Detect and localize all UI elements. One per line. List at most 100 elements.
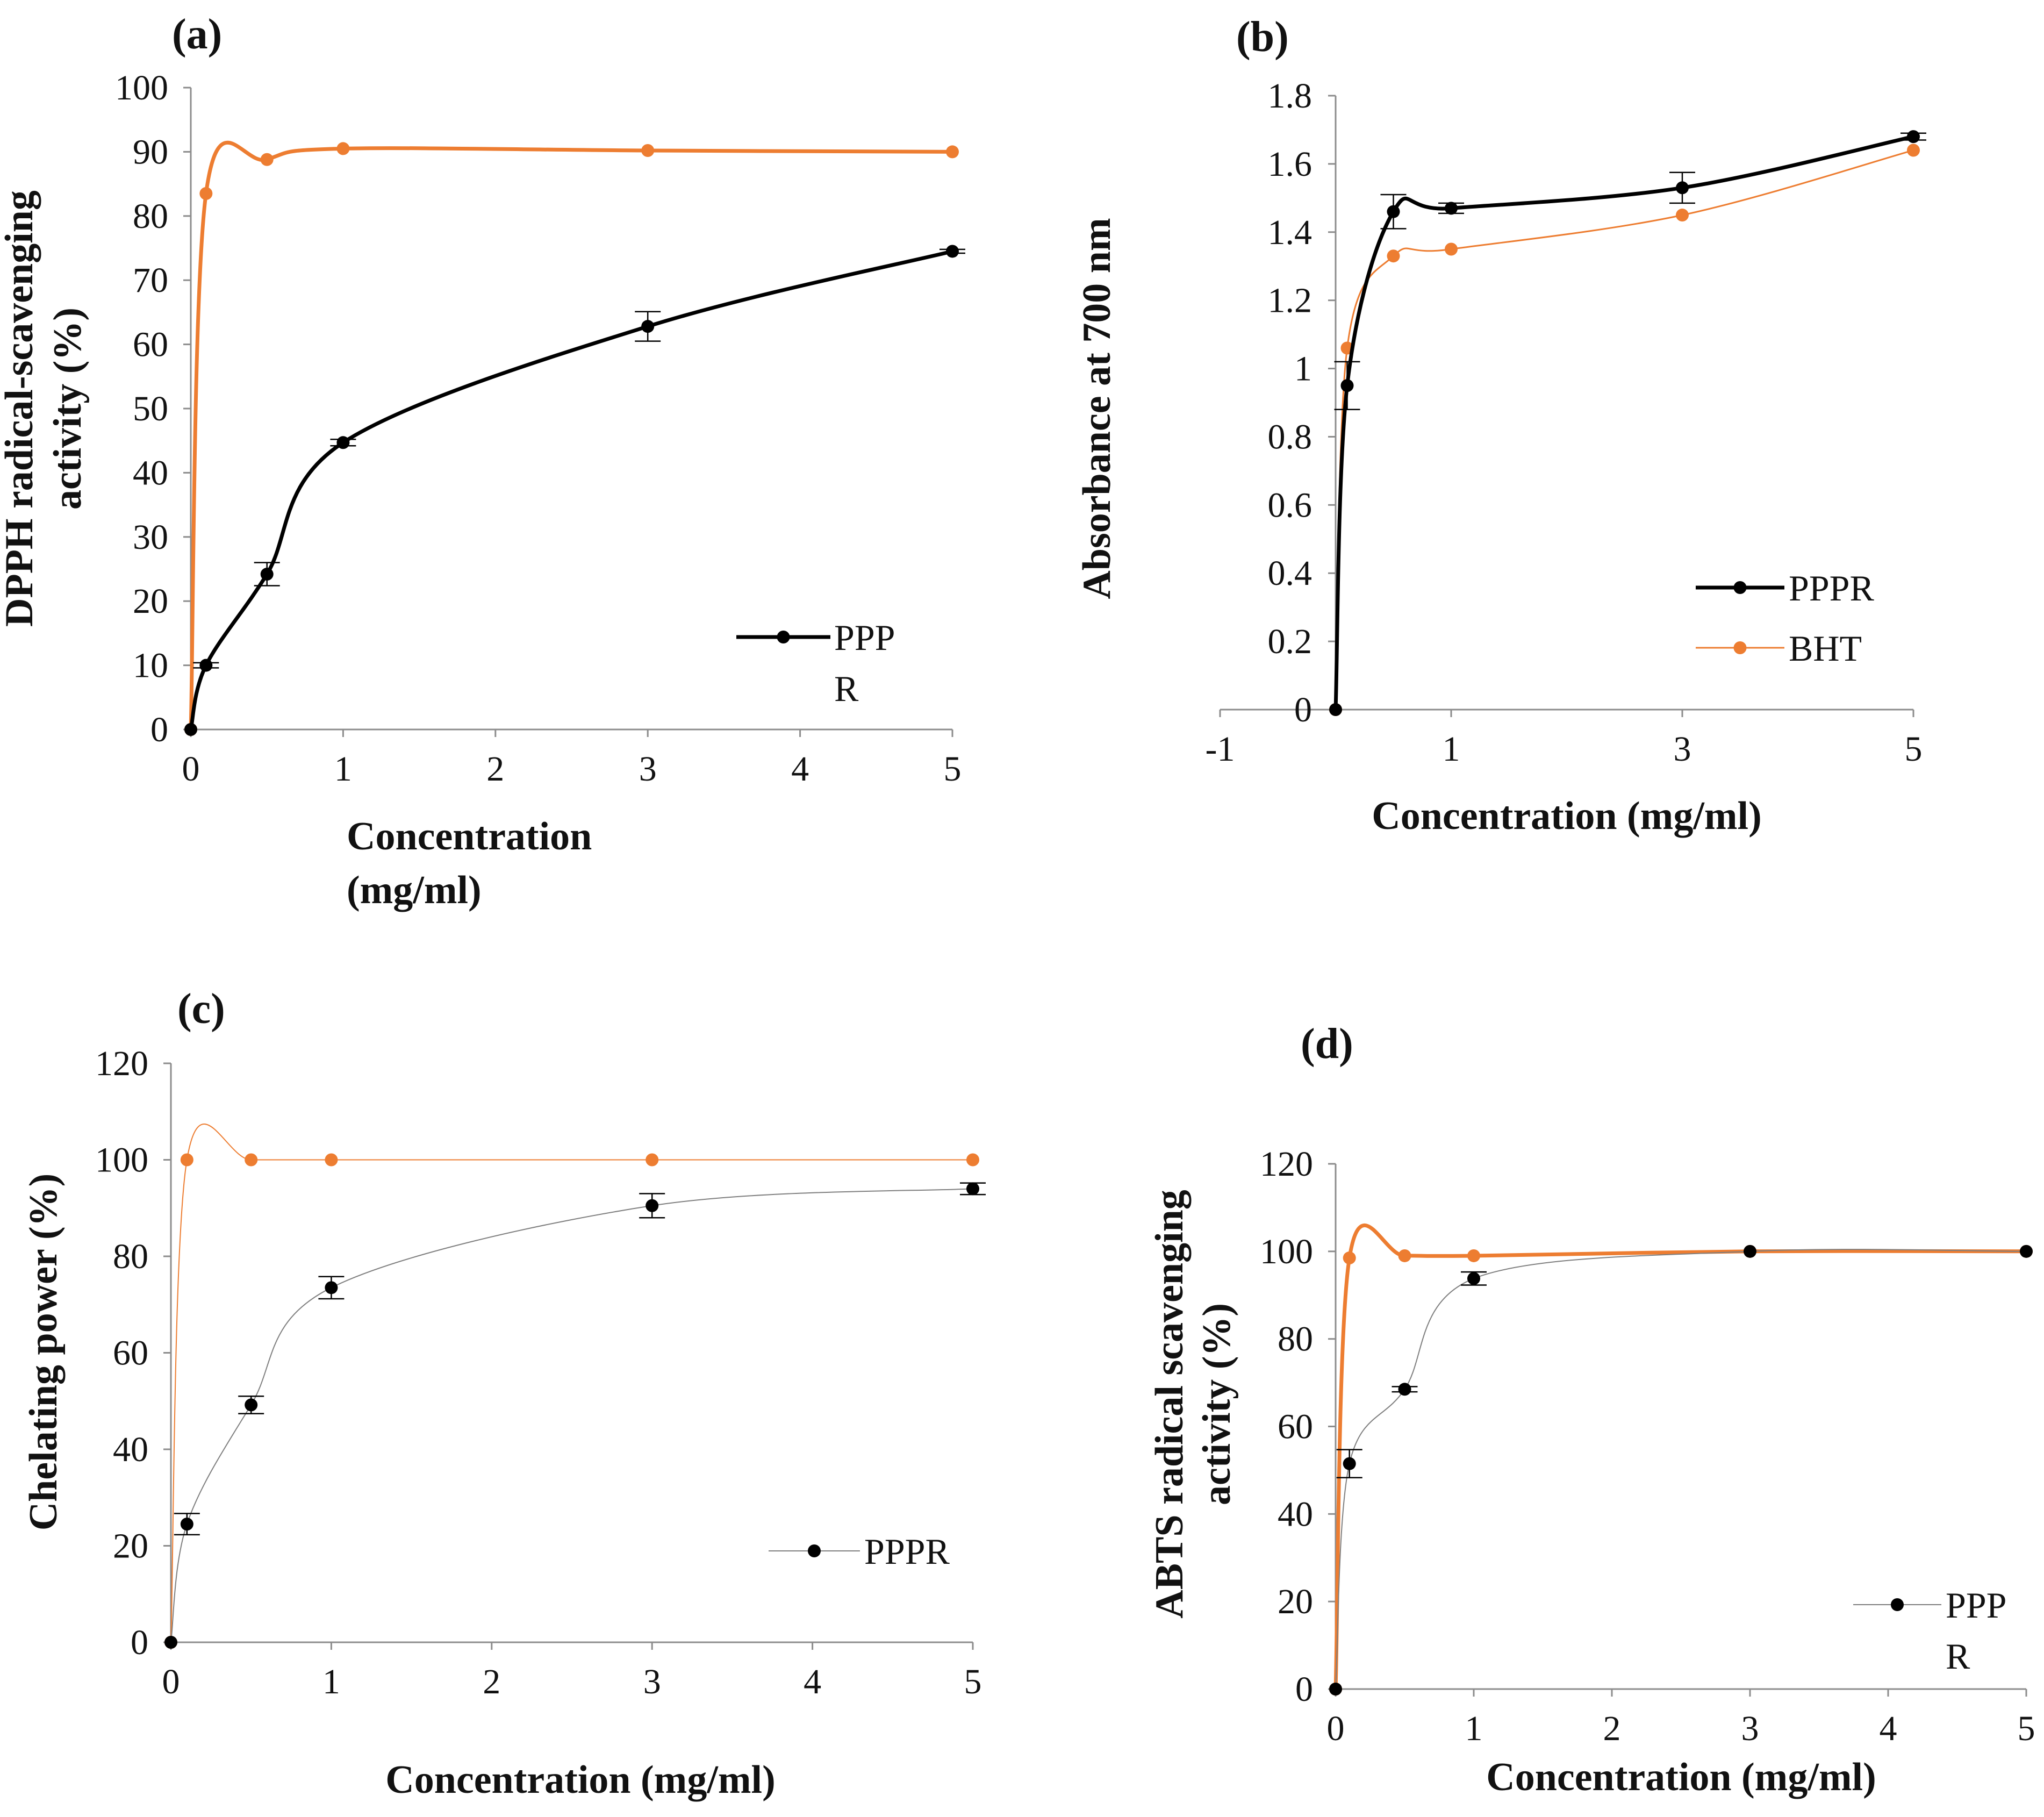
x-tick-label: 3 [1741,1709,1759,1748]
x-tick-label: 0 [1327,1709,1345,1748]
x-tick-label: 3 [643,1662,661,1701]
x-tick-label: 4 [791,749,809,789]
y-tick-label: 70 [133,261,168,300]
y-tick-label: 80 [1278,1320,1313,1359]
data-point-reference [260,153,274,166]
y-tick-label: 80 [113,1237,148,1276]
legend-label: R [1946,1636,1970,1677]
panel-label-a: (a) [172,11,222,58]
data-point-pppr [641,320,655,333]
data-point-pppr [1340,379,1354,392]
legend-marker-pppr [1891,1598,1904,1611]
data-point-pppr [184,723,197,736]
x-axis-title: Concentration (mg/ml) [385,1758,775,1802]
data-point-pppr [1907,130,1920,144]
y-tick-label: 0 [1295,1670,1313,1709]
series-line-pppr [1335,1249,2027,1690]
y-tick-label: 40 [113,1430,148,1469]
data-point-pppr [1329,1683,1342,1696]
x-tick-label: -1 [1206,729,1235,769]
data-point-pppr [946,245,959,258]
y-tick-label: 10 [133,646,168,685]
y-tick-label: 1.8 [1268,76,1313,116]
y-tick-label: 120 [95,1044,148,1083]
series-pppr [164,1182,986,1649]
panel-label-b: (b) [1236,13,1289,61]
data-point-pppr [1398,1383,1411,1396]
y-tick-label: 0.4 [1268,554,1313,593]
x-tick-label: 5 [944,749,962,789]
legend-marker-pppr [777,631,790,643]
series-line-bht [1335,149,1914,710]
data-point-pppr [1744,1244,1756,1258]
chart-d: (d) 0 20 40 60 80 100 120 0 1 2 3 4 5 Concentration (m… [1147,1020,2035,1799]
x-tick-label: 1 [334,749,352,789]
data-point-reference [180,1153,193,1167]
data-point-pppr [1343,1457,1356,1470]
series-line-reference [170,1124,973,1643]
series-pppr [1329,1244,2033,1696]
legend-label: PPP [834,617,895,658]
series-line-reference [1333,1223,2027,1690]
chart-a: (a) 0 10 20 30 40 50 60 70 80 90 100 0 1 2 3 4 5 Concentra… [0,11,965,912]
x-tick-label: 3 [1674,729,1691,769]
x-tick-label: 1 [1443,729,1460,769]
x-axis-title: Concentration (mg/ml) [1372,794,1761,838]
data-point-reference [245,1153,258,1167]
x-tick-label: 4 [1880,1709,1897,1748]
y-tick-label: 1 [1294,349,1312,389]
series-pppr [184,245,965,736]
y-tick-label: 60 [113,1334,148,1373]
y-tick-label: 1.4 [1268,213,1313,252]
data-point-reference [641,144,655,158]
y-tick-label: 60 [1278,1407,1313,1447]
legend-marker-bht [1733,641,1747,654]
y-tick-label: 20 [113,1527,148,1566]
y-tick-label: 80 [133,197,168,236]
legend-label: PPPR [864,1531,950,1572]
y-tick-label: 0.2 [1268,622,1313,661]
legend-label: R [834,668,859,709]
x-tick-label: 2 [1603,1709,1621,1748]
y-axis-title: ABTS radical scavenging [1147,1190,1192,1619]
x-tick-label: 5 [2018,1709,2035,1748]
y-tick-label: 1.2 [1268,281,1313,320]
series-line-pppr [1333,134,1914,710]
data-point-reference [946,145,959,159]
chart-c: (c) 0 20 40 60 80 100 120 0 1 2 3 4 5 Concentration (m… [21,985,986,1802]
legend-b: PPPR BHT [1696,568,1874,669]
series-pppr [1329,130,1926,716]
x-tick-label: 2 [486,749,504,789]
data-point-pppr [164,1636,177,1649]
panel-label-c: (c) [177,985,225,1033]
data-point-pppr [1445,202,1458,215]
x-tick-label: 0 [182,749,200,789]
data-point-pppr [966,1182,979,1196]
legend-c: PPPR [769,1531,950,1572]
data-point-reference [1398,1249,1411,1262]
data-point-pppr [336,436,350,449]
x-axis-title: Concentration (mg/ml) [1486,1755,1876,1799]
data-point-pppr [1387,205,1400,218]
y-axis-title: activity (%) [1195,1303,1239,1505]
y-tick-label: 20 [133,582,168,621]
x-tick-label: 5 [964,1662,982,1701]
data-point-bht [1676,209,1689,222]
data-point-reference [336,142,350,155]
series-reference [1329,1223,2033,1696]
x-axis-title: Concentration [347,814,592,859]
legend-label: PPPR [1789,568,1874,609]
data-point-pppr [1329,703,1342,716]
series-reference [164,1124,979,1649]
y-axis-title: Chelating power (%) [21,1174,66,1531]
y-tick-label: 60 [133,325,168,364]
legend-d: PPP R [1853,1585,2006,1677]
data-point-reference [966,1153,979,1167]
y-tick-label: 1.6 [1268,145,1313,184]
x-tick-label: 1 [322,1662,340,1701]
y-tick-label: 0 [150,710,168,749]
x-tick-label: 1 [1465,1709,1483,1748]
data-point-pppr [1676,181,1689,195]
y-tick-label: 0 [1294,690,1312,729]
